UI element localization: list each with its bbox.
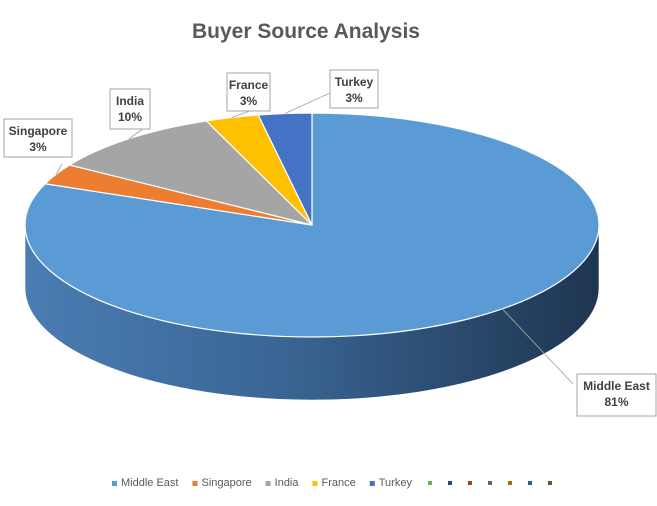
legend-label: Middle East: [121, 477, 178, 489]
data-label-box: [329, 69, 379, 109]
data-label-france: France 3%: [226, 72, 271, 112]
legend-marker-empty: [427, 481, 432, 485]
leader-line-france: [231, 110, 251, 118]
data-labels: Middle East 81% Singapore 3% India 10% France 3…: [3, 69, 657, 417]
legend-marker: [265, 481, 271, 486]
leader-lines: [55, 92, 574, 385]
legend-item-india: India: [265, 477, 300, 489]
data-label-percent: 10%: [118, 110, 142, 124]
data-label-singapore: Singapore 3%: [3, 118, 73, 158]
legend-item-middle-east: Middle East: [112, 477, 178, 489]
legend-marker: [112, 481, 117, 486]
data-label-percent: 81%: [604, 395, 628, 409]
legend-marker: [312, 481, 318, 486]
legend-marker: [192, 481, 198, 486]
data-label-percent: 3%: [345, 91, 363, 105]
data-label-category: Middle East: [583, 379, 650, 393]
legend-marker-empty: [507, 481, 512, 485]
leader-line-singapore: [55, 163, 63, 175]
legend-label: Singapore: [201, 477, 251, 489]
data-label-turkey: Turkey 3%: [329, 69, 379, 109]
legend-marker-empty: [547, 481, 552, 485]
legend-label: India: [275, 477, 300, 489]
data-label-box: [226, 72, 271, 112]
chart-title: Buyer Source Analysis: [192, 20, 420, 43]
legend-label: Turkey: [379, 477, 413, 489]
leader-line-middle-east: [501, 307, 574, 385]
data-label-box: [3, 118, 73, 158]
legend-marker-empty: [487, 481, 492, 485]
legend-item-singapore: Singapore: [192, 477, 252, 489]
data-label-india: India 10%: [109, 88, 151, 130]
legend-marker-empty: [447, 481, 452, 485]
data-label-category: Singapore: [9, 124, 68, 138]
data-label-box: [109, 88, 151, 130]
legend-marker-empty: [527, 481, 532, 485]
legend-label: France: [322, 477, 356, 489]
legend-marker: [369, 481, 375, 486]
data-label-category: France: [229, 78, 269, 92]
legend-marker-empty: [467, 481, 472, 485]
legend-item-france: France: [312, 477, 356, 489]
data-label-box: [576, 373, 657, 417]
pie-top-layer: [24, 112, 600, 338]
data-label-category: India: [116, 94, 144, 108]
legend: Middle East Singapore India France Turkey: [112, 477, 552, 489]
data-label-percent: 3%: [240, 94, 258, 108]
legend-item-turkey: Turkey: [369, 477, 413, 489]
data-label-percent: 3%: [29, 140, 47, 154]
data-label-category: Turkey: [335, 75, 374, 89]
data-label-middle-east: Middle East 81%: [576, 373, 657, 417]
leader-line-turkey: [284, 92, 331, 114]
